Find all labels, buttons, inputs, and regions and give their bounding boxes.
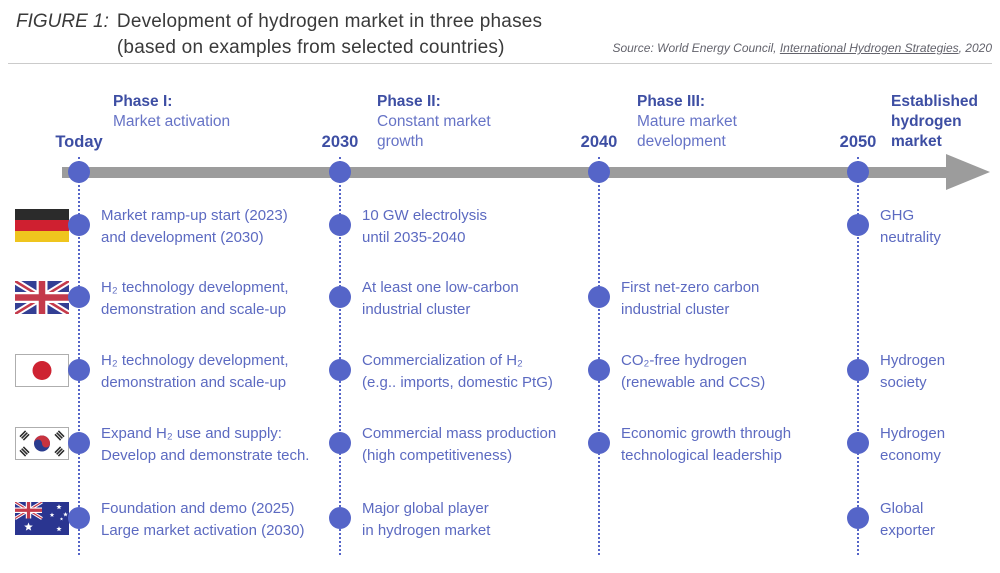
source-link[interactable]: International Hydrogen Strategies [779, 41, 959, 55]
source-suffix: , 2020 [958, 41, 992, 55]
cell-japan-today: H₂ technology development, demonstration… [101, 352, 289, 391]
cell-uk-2030: At least one low-carbon industrial clust… [362, 279, 519, 318]
row-dot [68, 214, 90, 236]
source-prefix: Source: World Energy Council, [612, 41, 780, 55]
cell-uk-today: H₂ technology development, demonstration… [101, 279, 289, 318]
cell-australia-today: Foundation and demo (2025) Large market … [101, 500, 305, 539]
milestone-label-2050: 2050 [839, 133, 877, 151]
row-dot [329, 359, 351, 381]
cell-uk-2040: First net-zero carbon industrial cluster [621, 279, 760, 318]
row-dot [588, 359, 610, 381]
timeline-dot-2040 [588, 161, 610, 183]
figure-title: Development of hydrogen market in three … [117, 9, 542, 61]
phase-3-title: Phase III: [637, 93, 706, 110]
row-dot [329, 214, 351, 236]
phase-2-title: Phase II: [377, 93, 441, 110]
row-dot [847, 432, 869, 454]
source-line: Source: World Energy Council, Internatio… [612, 41, 992, 55]
row-dot [329, 286, 351, 308]
cell-germany-today: Market ramp-up start (2023) and developm… [101, 207, 288, 246]
figure-title-line1: Development of hydrogen market in three … [116, 11, 543, 32]
row-dot [847, 359, 869, 381]
cell-australia-2050: Global exporter [880, 500, 936, 539]
uk-flag-icon [15, 281, 69, 314]
timeline-arrowhead-icon [946, 154, 990, 190]
milestone-label-today: Today [55, 133, 103, 151]
figure-title-block: FIGURE 1: Development of hydrogen market… [16, 9, 542, 61]
row-dot [68, 286, 90, 308]
phase-1-subtitle: Market activation [113, 113, 231, 130]
phase-3-header: Phase III: Mature market development [637, 92, 737, 152]
milestone-label-2040: 2040 [580, 133, 618, 151]
south-korea-flag-icon [15, 427, 69, 460]
cell-germany-2030: 10 GW electrolysis until 2035-2040 [362, 207, 488, 246]
cell-japan-2040: CO₂-free hydrogen (renewable and CCS) [621, 352, 766, 391]
phase-1-title: Phase I: [113, 93, 173, 110]
gridline-today [78, 157, 80, 555]
end-state-label: Established hydrogen market [891, 93, 978, 150]
row-dot [588, 286, 610, 308]
phase-2-subtitle: Constant market growth [377, 113, 491, 150]
timeline-dot-today [68, 161, 90, 183]
cell-korea-2050: Hydrogen economy [880, 425, 946, 464]
gridline-2040 [598, 157, 600, 555]
figure-title-line2: (based on examples from selected countri… [116, 37, 505, 58]
row-dot [68, 432, 90, 454]
figure-label: FIGURE 1: [16, 11, 109, 32]
header-divider [8, 63, 992, 64]
japan-flag-icon [15, 354, 69, 387]
australia-flag-icon [15, 502, 69, 535]
cell-korea-2030: Commercial mass production (high competi… [362, 425, 557, 464]
phase-2-header: Phase II: Constant market growth [377, 92, 491, 152]
cell-australia-2030: Major global player in hydrogen market [362, 500, 491, 539]
cell-korea-2040: Economic growth through technological le… [621, 425, 792, 464]
germany-flag-icon [15, 209, 69, 242]
timeline-dot-2050 [847, 161, 869, 183]
row-dot [847, 214, 869, 236]
row-dot [329, 507, 351, 529]
timeline-dot-2030 [329, 161, 351, 183]
cell-germany-2050: GHG neutrality [880, 207, 941, 246]
phase-1-header: Phase I: Market activation [113, 92, 230, 132]
row-dot [329, 432, 351, 454]
cell-japan-2050: Hydrogen society [880, 352, 946, 391]
milestone-label-2030: 2030 [321, 133, 359, 151]
timeline-bar [62, 167, 948, 178]
cell-korea-today: Expand H₂ use and supply: Develop and de… [101, 425, 310, 464]
row-dot [588, 432, 610, 454]
row-dot [847, 507, 869, 529]
cell-japan-2030: Commercialization of H₂ (e.g.. imports, … [362, 352, 553, 391]
gridline-2030 [339, 157, 341, 555]
gridline-2050 [857, 157, 859, 555]
row-dot [68, 359, 90, 381]
row-dot [68, 507, 90, 529]
phase-3-subtitle: Mature market development [637, 113, 737, 150]
